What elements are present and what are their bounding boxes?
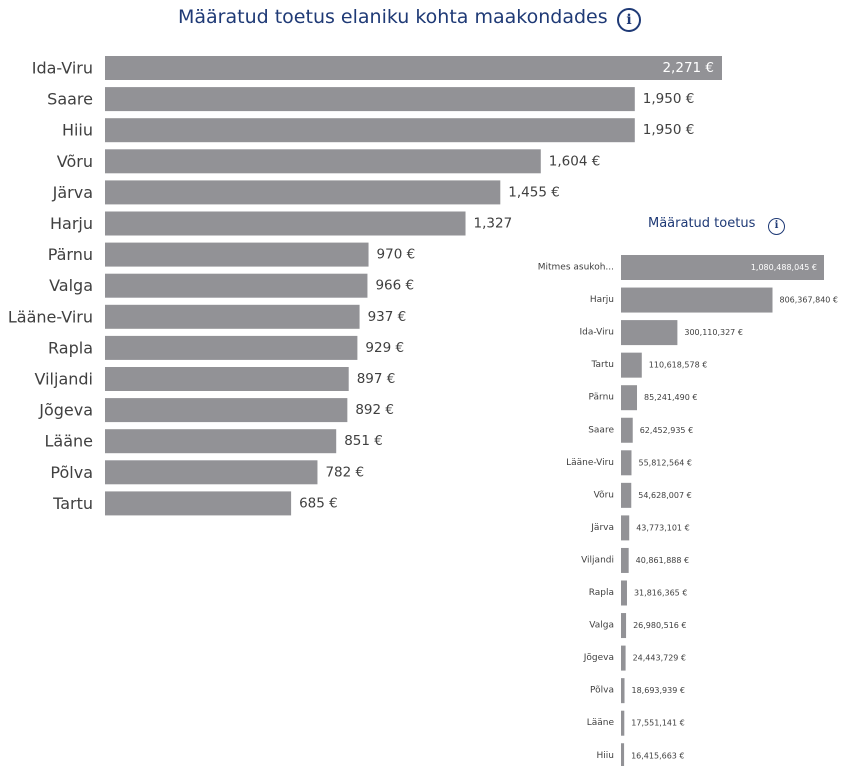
bar[interactable] — [621, 645, 626, 671]
category-label: Lääne — [587, 718, 615, 728]
value-label: 2,271 € — [662, 60, 714, 76]
category-label: Rapla — [589, 588, 614, 598]
category-label: Võru — [594, 490, 614, 500]
bar[interactable] — [105, 367, 349, 391]
value-label: 40,861,888 € — [636, 556, 689, 565]
bar[interactable] — [621, 385, 638, 411]
value-label: 1,950 € — [643, 91, 695, 107]
value-label: 24,443,729 € — [633, 654, 686, 663]
value-label: 806,367,840 € — [779, 296, 838, 305]
bar[interactable] — [105, 335, 358, 360]
info-icon[interactable]: i — [768, 218, 785, 235]
value-label: 1,327 — [474, 216, 513, 232]
bar[interactable] — [621, 450, 632, 476]
bar[interactable] — [105, 118, 635, 143]
category-label: Saare — [47, 90, 93, 109]
category-label: Valga — [589, 621, 614, 631]
value-label: 851 € — [344, 433, 383, 449]
value-label: 1,455 € — [508, 184, 560, 200]
value-label: 1,604 € — [549, 153, 601, 169]
category-label: Saare — [588, 425, 614, 435]
bar[interactable] — [105, 242, 369, 267]
category-label: Lääne-Viru — [566, 458, 614, 468]
value-label: 110,618,578 € — [649, 361, 708, 370]
bar[interactable] — [621, 320, 678, 346]
bar[interactable] — [621, 417, 633, 443]
value-label: 54,628,007 € — [638, 491, 691, 500]
category-label: Tartu — [591, 360, 614, 370]
category-label: Lääne-Viru — [8, 307, 93, 326]
category-label: Lääne — [44, 432, 93, 451]
value-label: 26,980,516 € — [633, 621, 686, 630]
category-label: Rapla — [48, 338, 93, 357]
bar[interactable] — [105, 491, 292, 516]
category-label: Hiiu — [62, 121, 93, 140]
value-label: 897 € — [357, 371, 396, 387]
bar[interactable] — [621, 287, 773, 313]
info-icon[interactable]: i — [617, 8, 641, 32]
bar[interactable] — [621, 710, 625, 736]
category-label: Pärnu — [589, 393, 615, 403]
bar[interactable] — [621, 515, 630, 541]
value-label: 937 € — [368, 309, 407, 325]
bar[interactable] — [621, 547, 629, 573]
value-label: 85,241,490 € — [644, 393, 697, 402]
category-label: Hiiu — [597, 751, 614, 761]
bar[interactable] — [105, 149, 541, 174]
category-label: Mitmes asukoh... — [538, 263, 614, 273]
value-label: 1,080,488,045 € — [751, 263, 817, 272]
value-label: 300,110,327 € — [684, 328, 743, 337]
bar[interactable] — [621, 482, 632, 508]
category-label: Ida-Viru — [32, 59, 93, 78]
category-label: Järva — [52, 183, 93, 202]
bar[interactable] — [105, 180, 501, 205]
category-label: Põlva — [50, 463, 93, 482]
category-label: Põlva — [590, 686, 614, 696]
bar[interactable] — [105, 87, 635, 112]
value-label: 16,415,663 € — [631, 751, 684, 760]
value-label: 685 € — [299, 495, 338, 511]
bar[interactable] — [105, 398, 348, 423]
category-label: Viljandi — [581, 555, 614, 565]
per-capita-bar-chart: Ida-Viru 2,271 € Saare 1,950 € Hiiu 1,950 € Võ… — [8, 56, 722, 516]
category-label: Pärnu — [48, 245, 93, 264]
bar[interactable] — [105, 56, 722, 80]
bar[interactable] — [105, 304, 360, 329]
value-label: 17,551,141 € — [631, 719, 684, 728]
bar[interactable] — [105, 460, 318, 485]
category-label: Järva — [590, 523, 614, 533]
value-label: 1,950 € — [643, 122, 695, 138]
value-label: 55,812,564 € — [638, 458, 691, 467]
bar[interactable] — [621, 352, 642, 378]
value-label: 929 € — [365, 340, 404, 356]
category-label: Jõgeva — [583, 653, 614, 663]
bar[interactable] — [621, 255, 824, 280]
bar[interactable] — [105, 211, 466, 236]
value-label: 970 € — [377, 247, 416, 263]
bar[interactable] — [621, 743, 625, 766]
category-label: Harju — [590, 295, 614, 305]
category-label: Jõgeva — [38, 401, 93, 420]
value-label: 18,693,939 € — [632, 686, 685, 695]
category-label: Valga — [49, 276, 93, 295]
total-bar-chart: Mitmes asukoh... 1,080,488,045 € Harju 806,… — [538, 255, 838, 766]
value-label: 782 € — [325, 464, 364, 480]
category-label: Võru — [57, 152, 93, 171]
category-label: Viljandi — [35, 370, 93, 389]
value-label: 31,816,365 € — [634, 589, 687, 598]
value-label: 62,452,935 € — [640, 426, 693, 435]
value-label: 966 € — [375, 278, 414, 294]
bar[interactable] — [105, 429, 337, 454]
category-label: Tartu — [52, 494, 93, 513]
category-label: Harju — [50, 214, 93, 233]
value-label: 43,773,101 € — [636, 523, 689, 532]
chart-title-per-capita: Määratud toetus elaniku kohta maakondade… — [178, 6, 608, 28]
bar[interactable] — [105, 273, 368, 298]
category-label: Ida-Viru — [580, 328, 614, 338]
bar[interactable] — [621, 678, 625, 704]
bar[interactable] — [621, 613, 627, 639]
chart-title-total: Määratud toetus — [648, 216, 756, 231]
bar[interactable] — [621, 580, 627, 606]
value-label: 892 € — [355, 402, 394, 418]
